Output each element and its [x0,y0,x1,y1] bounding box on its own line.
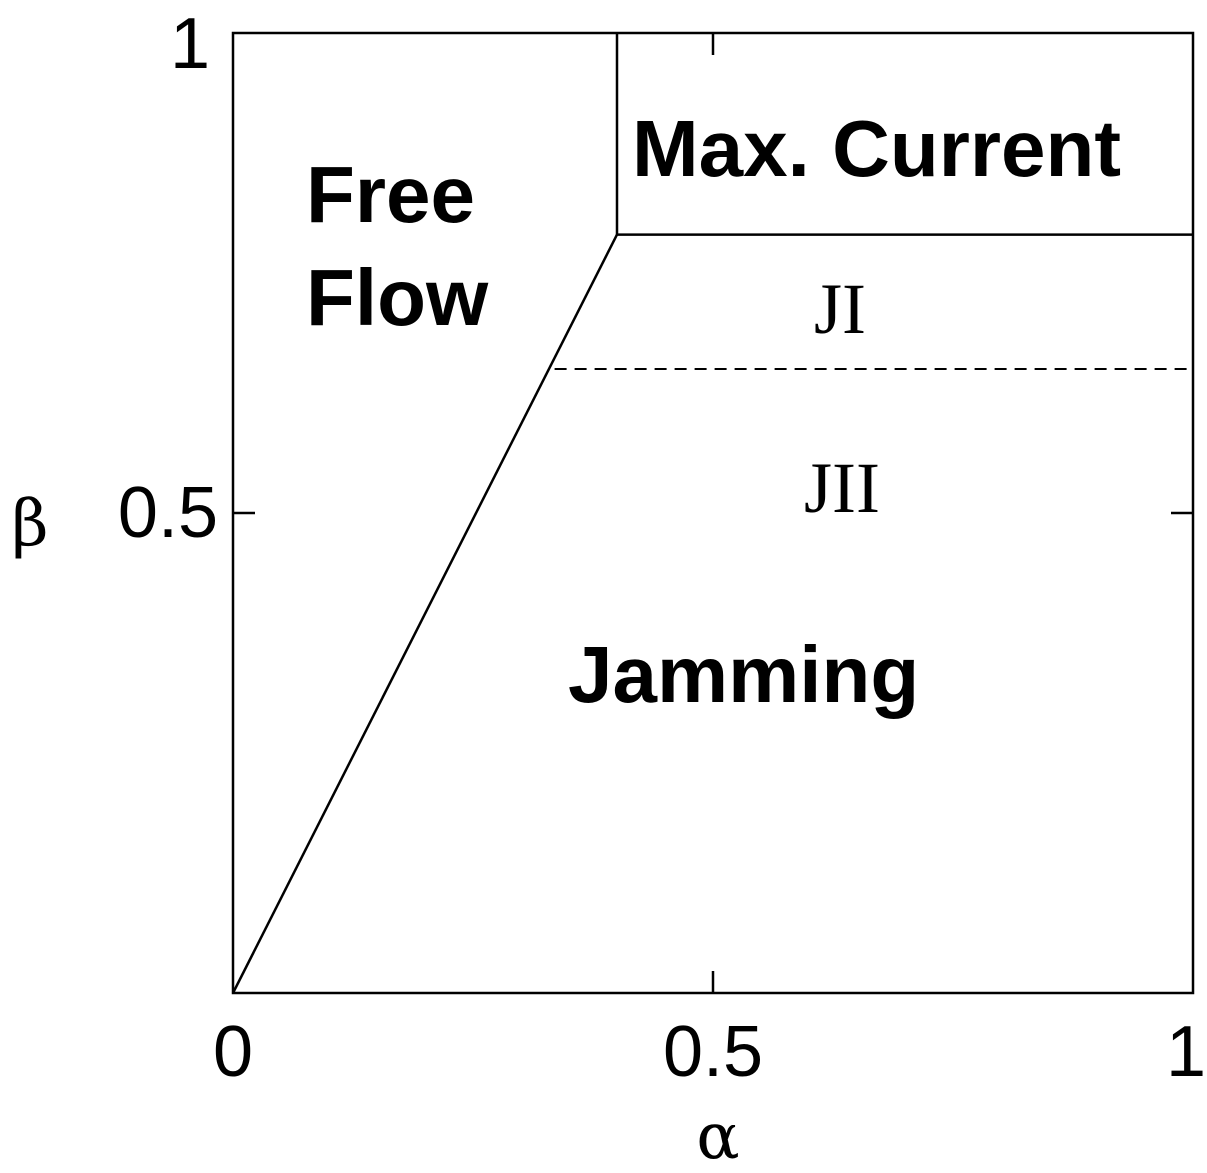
phase-label-flow: Flow [306,253,489,342]
y-axis-symbol: β [12,487,49,561]
free-flow-jamming-boundary [231,234,619,994]
phase-label-jII: JII [804,448,880,528]
x-tick-label-1: 1 [1166,1012,1206,1092]
phase-label-max-current: Max. Current [632,104,1121,193]
x-tick-label-0.5: 0.5 [663,1012,763,1092]
phase-label-free: Free [306,150,475,239]
phase-label-jI: JI [814,269,866,349]
phase-label-jamming: Jamming [568,630,919,719]
axis-ticks [233,33,1193,993]
y-tick-label-0.5: 0.5 [118,473,218,553]
x-axis-symbol: α [696,1100,739,1173]
y-tick-label-1: 1 [170,4,210,84]
x-tick-label-0: 0 [213,1012,253,1092]
